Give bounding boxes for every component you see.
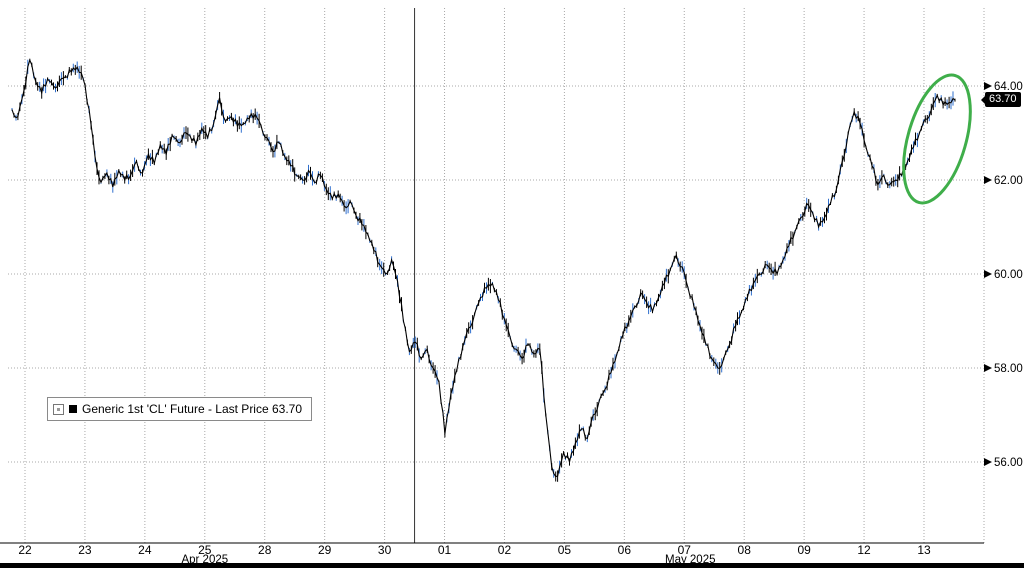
- svg-text:23: 23: [78, 543, 92, 557]
- svg-text:08: 08: [738, 543, 752, 557]
- grid-lines: [8, 8, 985, 543]
- y-axis-arrow-icon: [984, 270, 992, 278]
- svg-text:56.00: 56.00: [994, 457, 1023, 469]
- svg-text:05: 05: [558, 543, 572, 557]
- svg-text:25: 25: [198, 543, 212, 557]
- y-axis-arrow-icon: [984, 364, 992, 372]
- chart-legend[interactable]: Generic 1st 'CL' Future - Last Price 63.…: [47, 397, 313, 421]
- svg-text:30: 30: [378, 543, 392, 557]
- svg-text:58.00: 58.00: [994, 363, 1023, 375]
- svg-text:64.00: 64.00: [994, 81, 1023, 93]
- y-axis-arrow-icon: [984, 176, 992, 184]
- svg-text:07: 07: [678, 543, 692, 557]
- last-price-value: 63.70: [989, 93, 1017, 106]
- svg-text:22: 22: [18, 543, 32, 557]
- svg-text:01: 01: [438, 543, 452, 557]
- y-axis-arrow-icon: [984, 82, 992, 90]
- svg-text:02: 02: [498, 543, 512, 557]
- svg-text:60.00: 60.00: [994, 269, 1023, 281]
- price-series: [11, 58, 956, 482]
- svg-text:28: 28: [258, 543, 272, 557]
- svg-text:06: 06: [618, 543, 632, 557]
- svg-text:24: 24: [138, 543, 152, 557]
- legend-checkbox-icon[interactable]: [53, 403, 64, 415]
- annotation-ellipse: [902, 73, 972, 205]
- svg-text:13: 13: [917, 543, 931, 557]
- svg-text:62.00: 62.00: [994, 175, 1023, 187]
- y-axis-arrow-icon: [984, 458, 992, 466]
- legend-series-label: Generic 1st 'CL' Future - Last Price 63.…: [82, 402, 303, 416]
- footer-bar: [0, 563, 1024, 568]
- last-price-badge: 63.70: [981, 92, 1021, 108]
- y-axis-labels: 56.00 58.00 60.00 62.00 64.00: [984, 81, 1023, 469]
- svg-text:29: 29: [318, 543, 332, 557]
- legend-series-swatch-icon: [69, 405, 77, 413]
- svg-text:12: 12: [857, 543, 871, 557]
- svg-text:09: 09: [797, 543, 811, 557]
